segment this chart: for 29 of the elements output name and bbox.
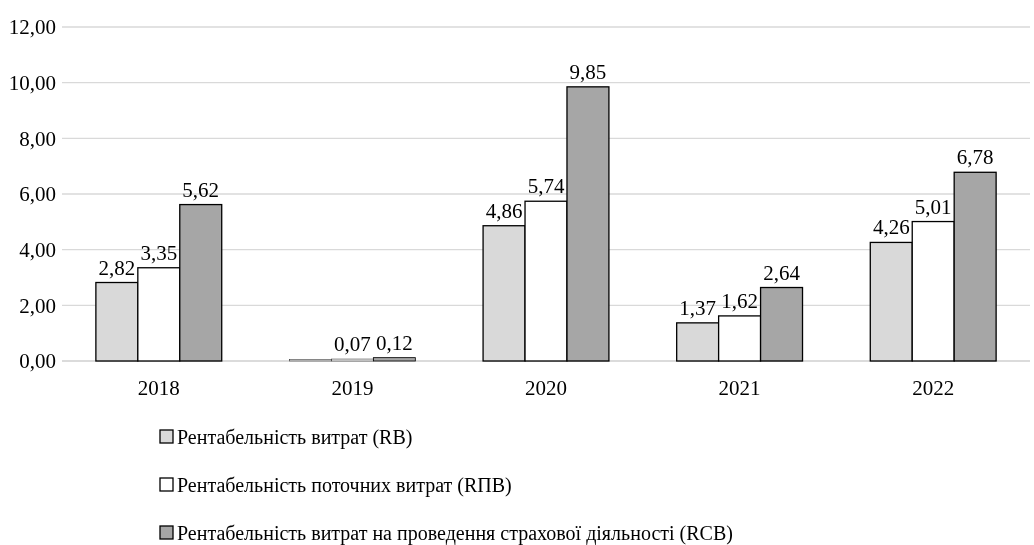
y-tick-label: 12,00	[8, 15, 56, 40]
x-tick-label: 2021	[718, 376, 761, 400]
legend-label: Рентабельність витрат (RB)	[177, 426, 413, 449]
data-label: 0,12	[375, 330, 413, 355]
data-label: 5,74	[527, 174, 565, 199]
x-tick-label: 2018	[137, 376, 180, 400]
legend-label: Рентабельність витрат на проведення страхової діяльності (RCB)	[177, 522, 733, 545]
data-label: 1,62	[721, 288, 758, 313]
data-label: 2,64	[763, 260, 801, 285]
x-tick-label: 2020	[525, 376, 567, 400]
y-tick-label: 6,00	[19, 182, 56, 207]
data-label: 5,01	[914, 194, 952, 219]
data-label: 0,07	[334, 332, 371, 357]
data-label: 6,78	[956, 145, 994, 170]
legend-label: Рентабельність поточних витрат (RПВ)	[177, 474, 512, 497]
y-tick-label: 0,00	[19, 349, 56, 374]
data-label: 4,86	[485, 198, 523, 223]
data-label: 5,62	[182, 177, 220, 202]
data-label: 1,37	[679, 295, 717, 320]
y-tick-label: 8,00	[19, 126, 56, 151]
y-tick-label: 10,00	[8, 71, 56, 96]
data-label: 2,82	[98, 255, 136, 280]
data-label: 3,35	[140, 240, 178, 265]
data-label: 9,85	[569, 59, 607, 84]
data-label: 4,26	[872, 215, 910, 240]
x-tick-label: 2019	[331, 376, 374, 400]
y-tick-label: 2,00	[19, 293, 56, 318]
y-tick-label: 4,00	[19, 238, 56, 263]
x-tick-label: 2022	[912, 376, 955, 400]
